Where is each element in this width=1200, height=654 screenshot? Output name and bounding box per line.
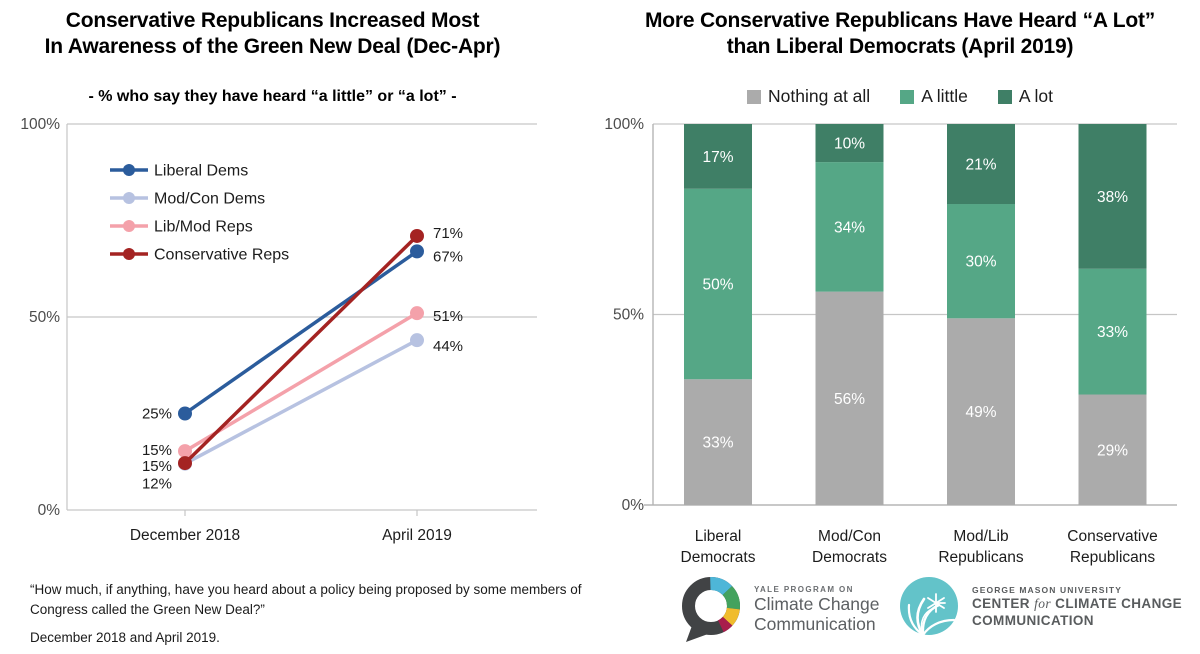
footnotes: “How much, if anything, have you heard a… xyxy=(30,580,582,645)
series-line xyxy=(183,234,419,465)
line-chart-title: Conservative Republicans Increased Most … xyxy=(44,9,501,58)
point-value-label: 15% xyxy=(142,458,172,475)
legend-swatch xyxy=(997,89,1012,104)
bar-segment-label: 30% xyxy=(965,254,996,271)
point-value-label: 51% xyxy=(433,308,463,325)
data-point xyxy=(410,306,424,321)
y-tick-label: 0% xyxy=(622,497,645,514)
bar-chart-title: More Conservative Republicans Have Heard… xyxy=(644,9,1156,58)
bar-segment xyxy=(1078,394,1147,505)
bar-segment xyxy=(684,124,752,189)
bar-segment xyxy=(947,318,1015,505)
series-line xyxy=(184,311,418,453)
legend-label: Nothing at all xyxy=(768,86,871,106)
point-value-label: 12% xyxy=(142,476,172,493)
logo-row: YALE PROGRAM ON Climate Change Communica… xyxy=(600,572,1200,652)
legend-dot-marker xyxy=(123,248,135,260)
bar-segment-label: 38% xyxy=(1097,189,1128,206)
footnote-dates: December 2018 and April 2019. xyxy=(30,629,220,645)
footnote-question: “How much, if anything, have you heard a… xyxy=(30,582,582,618)
bar-category-label: Liberal Democrats xyxy=(681,528,756,566)
data-point xyxy=(410,228,424,243)
point-value-label: 25% xyxy=(142,406,172,423)
bar-segment xyxy=(1078,268,1147,395)
bar-segment-label: 10% xyxy=(834,136,865,153)
legend-label: Conservative Reps xyxy=(154,247,289,264)
legend-item: A lot xyxy=(997,86,1053,107)
gmu-palm-icon xyxy=(900,577,958,637)
data-point xyxy=(410,333,424,348)
yale-kicker: YALE PROGRAM ON xyxy=(754,584,854,594)
bar-segment-label: 17% xyxy=(702,149,733,166)
line-chart-subtitle: - % who say they have heard “a little” o… xyxy=(88,88,457,105)
legend-swatch xyxy=(900,89,915,104)
data-point xyxy=(410,244,424,259)
bar-category-label: Mod/Lib Republicans xyxy=(938,528,1024,566)
bar-segment xyxy=(947,124,1015,205)
bar-segment xyxy=(947,204,1015,319)
bar-segment xyxy=(815,162,884,292)
data-point xyxy=(178,406,192,421)
y-tick-label: 50% xyxy=(29,309,60,326)
legend-dot-marker xyxy=(123,220,135,232)
data-point xyxy=(178,456,192,471)
bar-category-label: Mod/Con Democrats xyxy=(812,528,887,566)
y-tick-label: 100% xyxy=(20,116,60,133)
legend-label: A lot xyxy=(1018,86,1053,106)
point-value-label: 71% xyxy=(433,225,463,242)
legend-item: Nothing at all xyxy=(747,86,870,107)
bar-segment-label: 49% xyxy=(965,404,996,421)
legend-label: Lib/Mod Reps xyxy=(154,219,253,236)
series-line xyxy=(183,249,419,415)
bar-segment xyxy=(684,379,752,505)
bar-segment-label: 21% xyxy=(965,157,996,174)
bar-segment xyxy=(815,291,884,505)
point-value-label: 15% xyxy=(142,442,172,459)
gmu-kicker: GEORGE MASON UNIVERSITY xyxy=(972,585,1122,595)
point-value-label: 44% xyxy=(433,338,463,355)
legend-dot-marker xyxy=(123,164,135,176)
stacked-bar-chart: 0% 50% 100% 33% 50% 17% Liberal Democrats 56% 34%… xyxy=(604,116,1177,566)
bar-chart-legend: Nothing at all A little A lot xyxy=(600,86,1200,107)
series-line xyxy=(184,338,418,466)
y-tick-label: 100% xyxy=(604,116,644,133)
legend-label: Liberal Dems xyxy=(154,163,248,180)
y-tick-label: 0% xyxy=(38,502,61,519)
legend-label: Mod/Con Dems xyxy=(154,191,265,208)
bar-segment-label: 29% xyxy=(1097,442,1128,459)
bar-segment-label: 56% xyxy=(834,391,865,408)
yale-logo-text: YALE PROGRAM ON Climate Change Communica… xyxy=(754,584,880,634)
bar-segment-label: 33% xyxy=(702,435,733,452)
bar-category-label: Conservative Republicans xyxy=(1067,528,1157,566)
gmu-logo: GEORGE MASON UNIVERSITY CENTER for CLIMA… xyxy=(896,574,1182,640)
bar-segment-label: 50% xyxy=(702,277,733,294)
bar-segment-label: 34% xyxy=(834,219,865,236)
bar-segment xyxy=(684,188,752,380)
y-tick-label: 50% xyxy=(613,307,644,324)
x-axis-label: April 2019 xyxy=(382,527,452,544)
point-value-label: 67% xyxy=(433,248,463,265)
bar-segment-label: 33% xyxy=(1097,324,1128,341)
x-axis-label: December 2018 xyxy=(130,527,240,544)
line-chart: 0% 50% 100% December 2018 April 2019 Liberal … xyxy=(20,116,537,544)
legend-swatch xyxy=(747,89,762,104)
bar-chart-panel: More Conservative Republicans Have Heard… xyxy=(600,0,1200,654)
bar-segment xyxy=(815,124,884,163)
yale-speech-bubble-icon xyxy=(682,577,740,642)
data-point xyxy=(178,444,192,459)
yale-logo: YALE PROGRAM ON Climate Change Communica… xyxy=(678,574,879,644)
legend-label: A little xyxy=(921,86,968,106)
bar-segment xyxy=(1078,124,1147,269)
line-chart-panel: Conservative Republicans Increased Most … xyxy=(20,9,582,645)
legend-item: A little xyxy=(900,86,968,107)
gmu-logo-text: GEORGE MASON UNIVERSITY CENTER for CLIMA… xyxy=(972,585,1183,628)
legend-dot-marker xyxy=(123,192,135,204)
